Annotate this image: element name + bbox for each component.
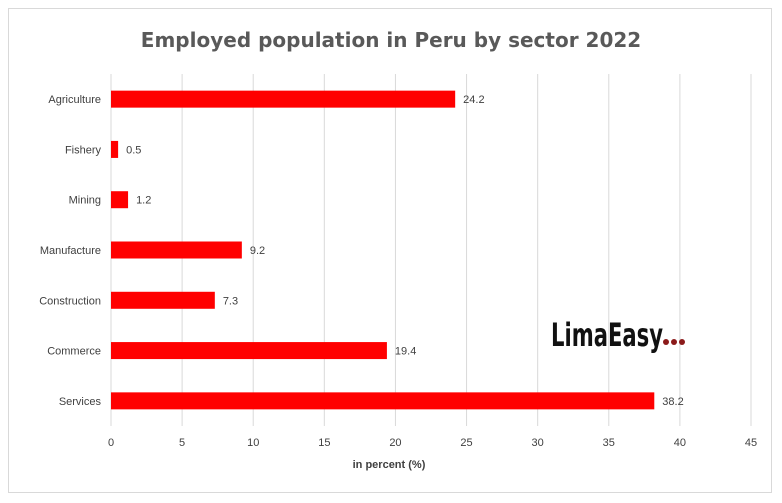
x-tick-label: 40 <box>674 437 686 449</box>
bar <box>111 140 119 158</box>
data-label: 24.2 <box>463 94 484 106</box>
data-label: 19.4 <box>395 346 416 358</box>
bar <box>111 90 456 108</box>
x-tick-label: 0 <box>108 437 114 449</box>
logo-text: LimaEasy <box>551 316 663 354</box>
logo-dot <box>663 339 669 345</box>
bar <box>111 291 215 309</box>
bar <box>111 241 242 259</box>
bar <box>111 392 655 410</box>
tick-labels: 0 5 10 15 20 25 30 35 40 45 <box>108 437 757 449</box>
data-label: 38.2 <box>662 396 683 408</box>
category-label: Services <box>59 396 102 408</box>
category-label: Manufacture <box>40 245 101 257</box>
bar-chart: Employed population in Peru by sector 20… <box>39 28 757 471</box>
data-label: 9.2 <box>250 245 265 257</box>
data-label: 1.2 <box>136 195 151 207</box>
category-label: Commerce <box>47 346 101 358</box>
category-label: Fishery <box>65 144 102 156</box>
data-label: 0.5 <box>126 144 141 156</box>
logo-dot <box>671 339 677 345</box>
data-labels: 24.2 0.5 1.2 9.2 7.3 19.4 38.2 <box>126 94 684 408</box>
chart-frame: Employed population in Peru by sector 20… <box>8 8 772 493</box>
x-tick-label: 35 <box>603 437 615 449</box>
x-tick-label: 15 <box>318 437 330 449</box>
x-tick-label: 30 <box>532 437 544 449</box>
category-label: Construction <box>39 295 101 307</box>
gridlines <box>110 74 752 426</box>
x-tick-label: 45 <box>745 437 757 449</box>
chart-title: Employed population in Peru by sector 20… <box>141 28 641 52</box>
logo-dot <box>679 339 685 345</box>
bars <box>111 90 655 410</box>
x-axis-title: in percent (%) <box>353 459 426 471</box>
x-tick-label: 20 <box>389 437 401 449</box>
category-label: Mining <box>69 195 101 207</box>
x-tick-label: 25 <box>460 437 472 449</box>
bar <box>111 191 129 209</box>
category-label: Agriculture <box>48 94 101 106</box>
data-label: 7.3 <box>223 295 238 307</box>
category-labels: Agriculture Fishery Mining Manufacture Const… <box>39 94 101 408</box>
x-tick-label: 10 <box>247 437 259 449</box>
x-tick-label: 5 <box>179 437 185 449</box>
limaeasy-logo: LimaEasy <box>551 316 685 354</box>
bar <box>111 342 387 360</box>
